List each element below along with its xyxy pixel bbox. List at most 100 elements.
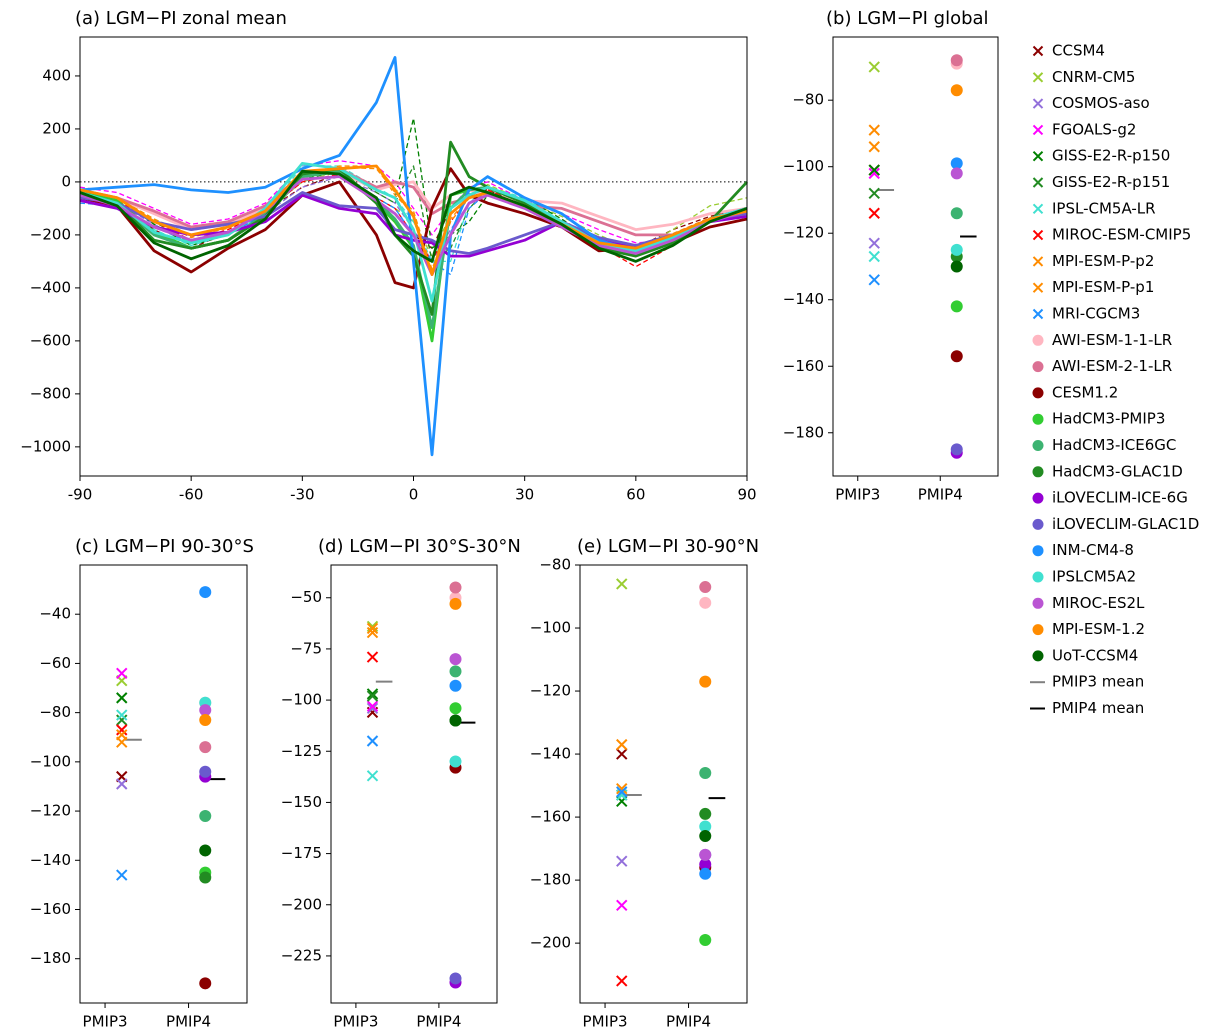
legend-marker	[1032, 466, 1044, 478]
point	[116, 724, 128, 736]
legend-label: HadCM3-GLAC1D	[1052, 462, 1183, 480]
series-line	[79, 167, 748, 237]
y-tick-label: −100	[530, 619, 571, 637]
y-tick-label: −200	[530, 934, 571, 952]
point	[699, 596, 712, 609]
point	[699, 581, 712, 594]
point	[699, 675, 712, 688]
legend: CCSM4 CNRM-CM5 COSMOS-aso FGOALS-g2 GISS-E2-…	[1030, 42, 1199, 717]
point	[199, 586, 212, 599]
x-tick-label: PMIP3	[583, 1013, 628, 1031]
y-tick-label: −200	[281, 895, 322, 913]
y-tick-label: −160	[30, 900, 71, 918]
series-line	[79, 160, 748, 244]
series-line	[79, 164, 748, 276]
panel-title: (c) LGM−PI 90-30°S	[75, 536, 254, 557]
x-tick-label: -60	[179, 486, 204, 504]
point	[616, 786, 628, 798]
legend-marker	[1032, 597, 1044, 609]
point	[616, 578, 628, 590]
axes-frame	[79, 564, 248, 1004]
legend-marker	[1032, 229, 1044, 241]
point	[950, 300, 963, 313]
point	[616, 738, 628, 751]
legend-marker	[1032, 308, 1044, 320]
legend-label: CCSM4	[1052, 42, 1105, 60]
point	[616, 899, 628, 912]
point	[699, 848, 712, 861]
y-tick-label: −50	[290, 588, 322, 606]
point	[116, 869, 128, 881]
y-tick-label: −140	[30, 851, 71, 869]
y-tick-label: −225	[281, 946, 322, 964]
y-tick-label: −175	[281, 844, 322, 862]
point	[366, 651, 379, 663]
point	[199, 704, 212, 717]
axes-frame	[832, 36, 999, 477]
point	[950, 260, 963, 273]
series-line	[79, 191, 748, 255]
point	[449, 702, 462, 715]
panel: (a) LGM−PI zonal mean −1000 −800 −600 −400 −2…	[20, 8, 756, 504]
point	[868, 167, 880, 180]
legend-marker	[1032, 72, 1044, 83]
x-tick-label: PMIP3	[835, 486, 880, 504]
y-tick-label: −120	[783, 224, 824, 242]
legend-label: AWI-ESM-2-1-LR	[1052, 357, 1172, 375]
panel-title: (d) LGM−PI 30°S-30°N	[318, 536, 521, 557]
point	[950, 207, 963, 220]
point	[616, 975, 628, 987]
y-tick-label: 0	[61, 172, 71, 190]
y-tick-label: −140	[783, 290, 824, 308]
legend-label: MIROC-ES2L	[1052, 594, 1145, 612]
legend-marker	[1032, 571, 1044, 583]
point	[116, 667, 128, 679]
point	[699, 807, 712, 820]
x-tick-label: 60	[626, 486, 645, 504]
point	[950, 54, 963, 67]
y-tick-label: −160	[530, 808, 571, 826]
point	[449, 653, 462, 666]
point	[449, 581, 462, 594]
point	[868, 237, 880, 249]
point	[366, 700, 379, 712]
legend-label: COSMOS-aso	[1052, 94, 1150, 112]
legend-label: iLOVECLIM-ICE-6G	[1052, 489, 1188, 507]
legend-marker	[1032, 124, 1044, 136]
point	[366, 690, 379, 702]
y-tick-label: −80	[539, 556, 571, 574]
point	[116, 778, 128, 790]
x-tick-label: PMIP4	[666, 1013, 711, 1031]
point	[699, 933, 712, 946]
legend-marker	[1032, 177, 1044, 188]
panel: (e) LGM−PI 30-90°N −200 −180 −160 −140 −120 −1…	[530, 536, 759, 1031]
legend-marker	[1032, 256, 1044, 267]
legend-label: PMIP3 mean	[1052, 673, 1144, 691]
y-tick-label: −160	[783, 357, 824, 375]
point	[699, 766, 712, 779]
legend-label: MIROC-ESM-CMIP5	[1052, 226, 1191, 244]
point	[199, 844, 212, 857]
x-tick-label: 30	[515, 486, 534, 504]
legend-label: HadCM3-ICE6GC	[1052, 436, 1176, 454]
legend-marker	[1032, 387, 1044, 399]
legend-label: PMIP4 mean	[1052, 699, 1144, 717]
panel-title: (a) LGM−PI zonal mean	[75, 8, 287, 29]
legend-marker	[1032, 413, 1044, 425]
legend-label: GISS-E2-R-p151	[1052, 173, 1170, 191]
point	[366, 688, 379, 700]
legend-label: IPSL-CM5A-LR	[1052, 199, 1156, 217]
point	[950, 157, 963, 170]
legend-marker	[1032, 650, 1044, 662]
point	[199, 871, 212, 884]
point	[868, 124, 880, 136]
legend-label: iLOVECLIM-GLAC1D	[1052, 515, 1199, 533]
point	[950, 350, 963, 363]
point	[116, 729, 128, 741]
point	[950, 167, 963, 180]
point	[449, 665, 462, 678]
point	[199, 714, 212, 727]
point	[116, 709, 128, 721]
point	[449, 679, 462, 692]
y-tick-label: −60	[39, 654, 71, 672]
